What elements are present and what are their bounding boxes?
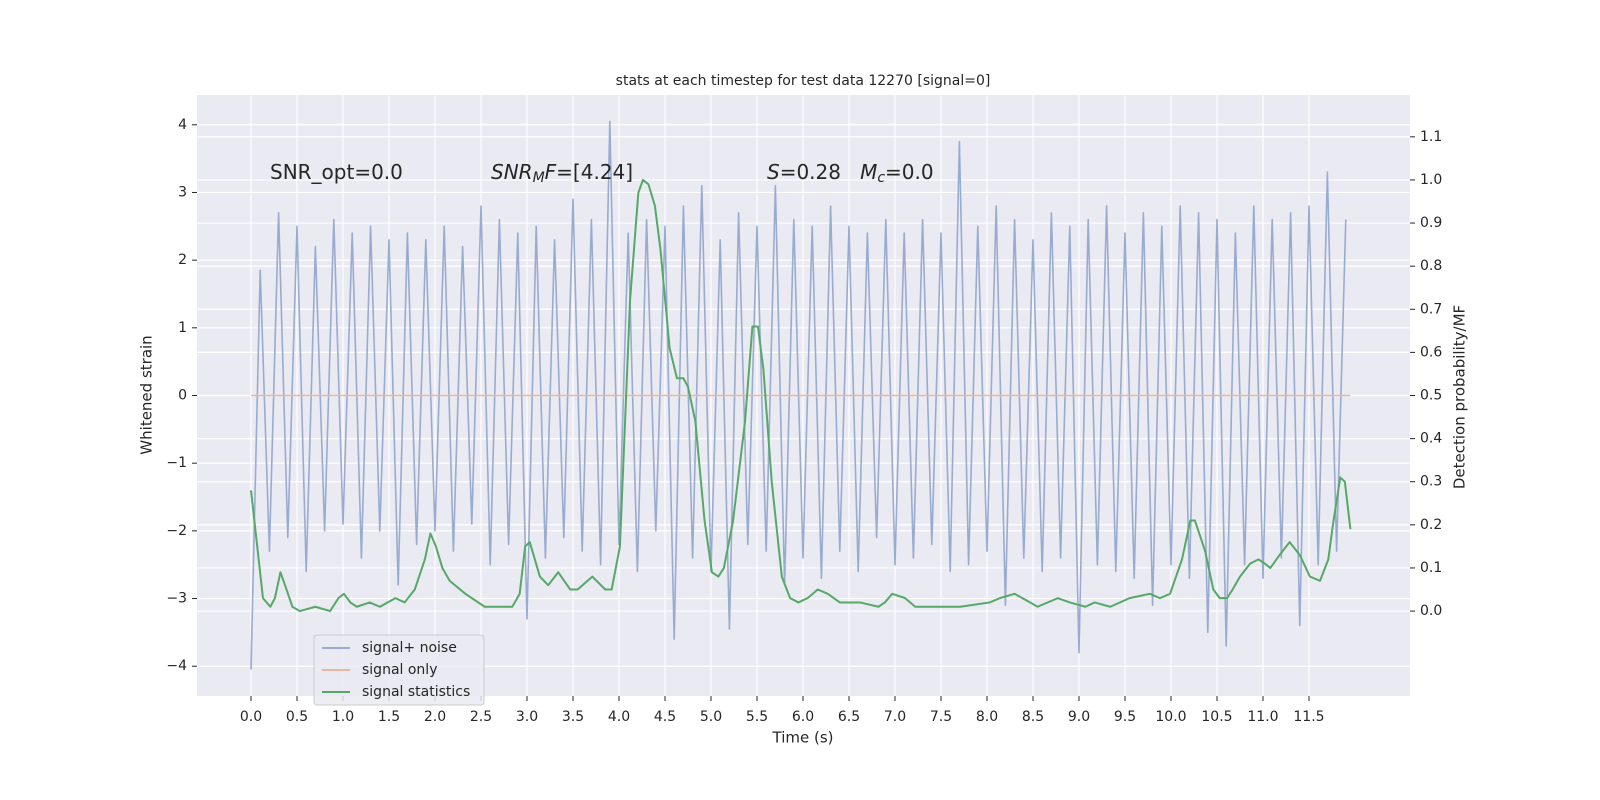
x-tick-label: 1.0 (332, 709, 354, 725)
y2-tick-label: 0.2 (1420, 517, 1442, 533)
legend-label: signal only (362, 662, 437, 678)
legend-label: signal+ noise (362, 640, 457, 656)
y2-tick-label: 0.3 (1420, 474, 1442, 490)
x-tick-label: 0.0 (240, 709, 262, 725)
x-tick-label: 8.0 (976, 709, 998, 725)
y2-tick-label: 1.1 (1420, 129, 1442, 145)
x-tick-label: 2.5 (470, 709, 492, 725)
annotation: SNR_opt=0.0 (270, 160, 403, 184)
series-line (250, 120, 1347, 670)
x-tick-label: 5.0 (700, 709, 722, 725)
x-tick-label: 3.0 (516, 709, 538, 725)
y2-tick-label: 0.9 (1420, 215, 1442, 231)
x-tick-label: 11.0 (1247, 709, 1278, 725)
annotation-part: c (877, 170, 885, 186)
y2-tick-label: 0.1 (1420, 560, 1442, 576)
legend: signal+ noise signal only signal statistic… (313, 634, 485, 706)
axes: 0.0 0.5 1.0 1.5 2.0 2.5 3.0 3.5 4.0 4.5 5.0 5.5 6.0 6… (166, 117, 1442, 725)
annotation-part: =[4.24] (556, 160, 633, 184)
x-tick-label: 0.5 (286, 709, 308, 725)
y-tick-label: 4 (178, 117, 187, 133)
x-tick-label: 8.5 (1022, 709, 1044, 725)
x-tick-label: 4.0 (608, 709, 630, 725)
annotation-part: M (533, 170, 545, 186)
y2-tick-label: 0.8 (1420, 258, 1442, 274)
y-tick-label: −4 (166, 658, 187, 674)
annotation: S=0.28 Mc=0.0 (767, 160, 934, 187)
series-line (250, 178, 1352, 613)
y2-tick-label: 0.4 (1420, 431, 1442, 447)
annotation-part: =0.0 (885, 160, 934, 184)
x-tick-label: 6.5 (838, 709, 860, 725)
x-tick-label: 11.5 (1293, 709, 1324, 725)
y2-tick-label: 0.5 (1420, 388, 1442, 404)
legend-box (313, 634, 485, 706)
x-tick-label: 9.5 (1114, 709, 1136, 725)
x-tick-label: 5.5 (746, 709, 768, 725)
lines (250, 120, 1352, 670)
x-tick-label: 4.5 (654, 709, 676, 725)
annotation: SNRMF=[4.24] (491, 160, 633, 187)
annotation-part: F (545, 160, 557, 184)
annotation-part: SNR_opt=0.0 (270, 160, 403, 184)
y-tick-label: 0 (178, 388, 187, 404)
x-tick-label: 2.0 (424, 709, 446, 725)
x-tick-label: 10.0 (1155, 709, 1186, 725)
legend-label: signal statistics (362, 684, 470, 700)
x-tick-label: 9.0 (1068, 709, 1090, 725)
annotation-part: M (860, 160, 877, 184)
y-tick-label: −3 (166, 591, 187, 607)
y2-tick-label: 0.0 (1420, 603, 1442, 619)
y-tick-label: 3 (178, 184, 187, 200)
annotation-part: =0.28 (780, 160, 860, 184)
x-axis-label: Time (s) (772, 729, 834, 747)
x-tick-label: 1.5 (378, 709, 400, 725)
y2-tick-label: 0.6 (1420, 344, 1442, 360)
y-tick-label: 2 (178, 252, 187, 268)
x-tick-label: 7.5 (930, 709, 952, 725)
x-tick-label: 10.5 (1201, 709, 1232, 725)
y2-tick-label: 0.7 (1420, 301, 1442, 317)
y-axis-label: Whitened strain (138, 335, 156, 454)
chart-title: stats at each timestep for test data 122… (616, 73, 991, 89)
y-tick-label: 1 (178, 320, 187, 336)
x-tick-label: 7.0 (884, 709, 906, 725)
annotation-part: S (767, 160, 780, 184)
y2-tick-label: 1.0 (1420, 172, 1442, 188)
y-tick-label: −1 (166, 455, 187, 471)
x-tick-label: 3.5 (562, 709, 584, 725)
y2-axis-label: Detection probability/MF (1451, 305, 1469, 489)
annotation-part: SNR (491, 160, 533, 184)
y-tick-label: −2 (166, 523, 187, 539)
x-tick-label: 6.0 (792, 709, 814, 725)
